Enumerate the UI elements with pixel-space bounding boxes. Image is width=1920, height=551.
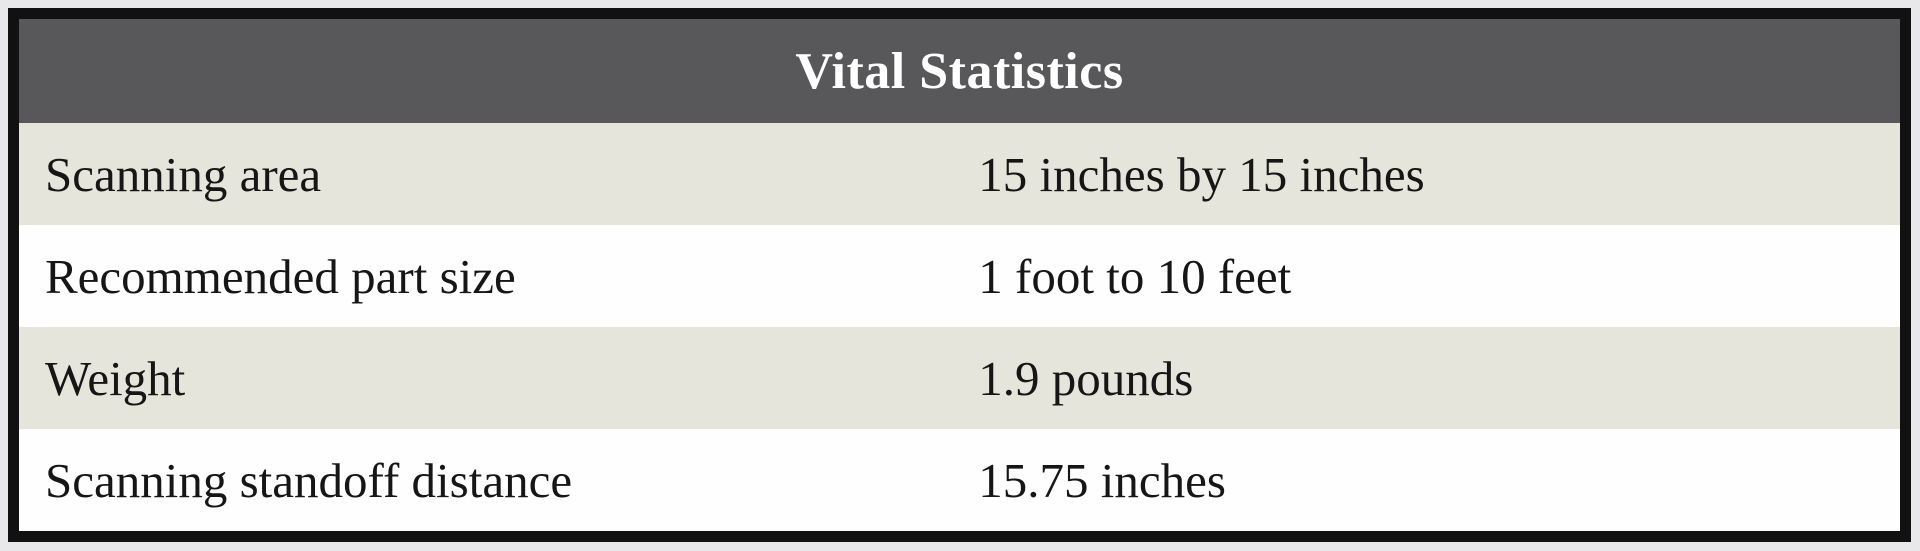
vital-statistics-table: Vital Statistics Scanning area 15 inches… bbox=[8, 8, 1911, 542]
row-value: 15.75 inches bbox=[978, 452, 1226, 508]
table-row: Scanning standoff distance 15.75 inches bbox=[19, 429, 1900, 531]
table-row: Scanning area 15 inches by 15 inches bbox=[19, 123, 1900, 225]
row-value: 1.9 pounds bbox=[978, 350, 1194, 406]
row-label: Scanning standoff distance bbox=[45, 452, 573, 508]
row-label: Weight bbox=[45, 350, 186, 406]
row-value: 15 inches by 15 inches bbox=[978, 146, 1425, 202]
row-value: 1 foot to 10 feet bbox=[978, 248, 1292, 304]
row-label: Scanning area bbox=[45, 146, 322, 202]
table-header: Vital Statistics bbox=[19, 19, 1900, 123]
table-row: Recommended part size 1 foot to 10 feet bbox=[19, 225, 1900, 327]
table-row: Weight 1.9 pounds bbox=[19, 327, 1900, 429]
row-label: Recommended part size bbox=[45, 248, 516, 304]
table-title: Vital Statistics bbox=[795, 42, 1124, 100]
